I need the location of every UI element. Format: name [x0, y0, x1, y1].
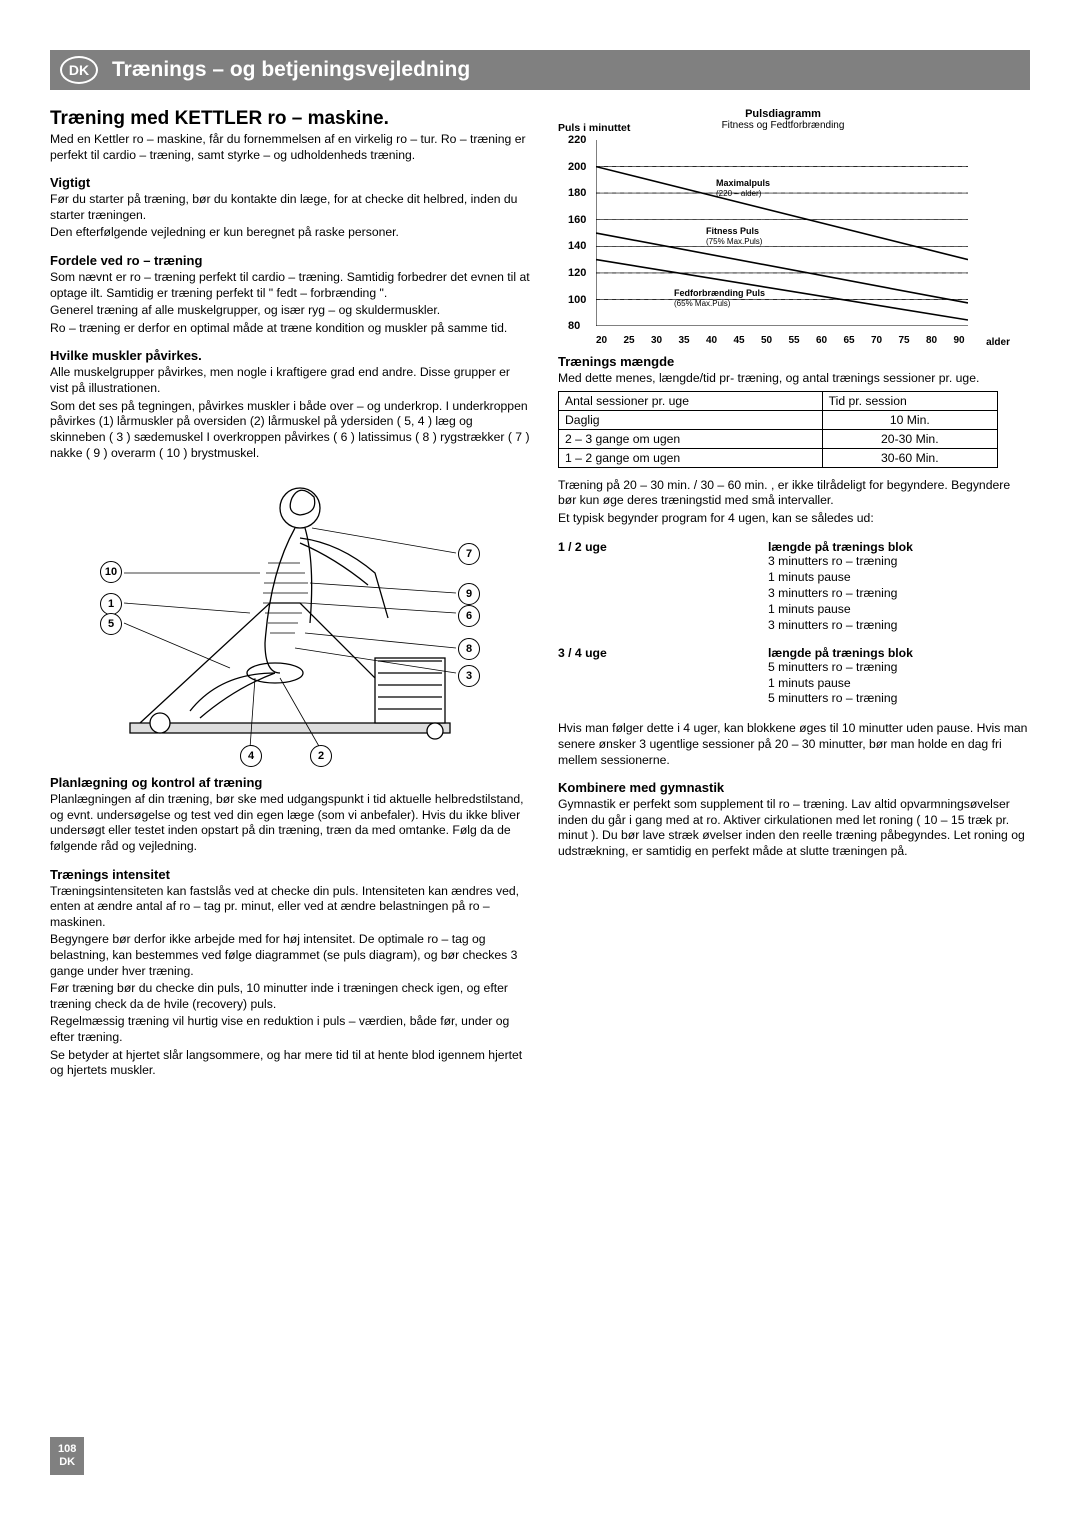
program-lines: 5 minutters ro – træning 1 minuts pause … [768, 660, 1030, 708]
muscle-label-4: 4 [240, 745, 262, 767]
header-bar: DK Trænings – og betjeningsvejledning [50, 50, 1030, 90]
chart-title: Pulsdiagramm [558, 108, 1008, 120]
x-tick: 20 [596, 335, 607, 346]
y-tick: 140 [568, 240, 586, 252]
muscle-label-6: 6 [458, 605, 480, 627]
x-tick: 25 [624, 335, 635, 346]
body-text: Regelmæssig træning vil hurtig vise en r… [50, 1014, 530, 1045]
x-tick: 35 [679, 335, 690, 346]
x-tick: 30 [651, 335, 662, 346]
y-tick: 160 [568, 214, 586, 226]
body-text: Begyngere bør derfor ikke arbejde med fo… [50, 932, 530, 979]
table-row: Antal sessioner pr. ugeTid pr. session [559, 391, 998, 410]
muscle-label-10: 10 [100, 561, 122, 583]
program-head: længde på trænings blok [768, 646, 913, 660]
table-header: Tid pr. session [822, 391, 997, 410]
gymnastics-heading: Kombinere med gymnastik [558, 780, 1030, 795]
x-tick: 55 [789, 335, 800, 346]
planning-heading: Planlægning og kontrol af træning [50, 775, 530, 790]
muscle-label-7: 7 [458, 543, 480, 565]
body-text: Træningsintensiteten kan fastslås ved at… [50, 884, 530, 931]
body-text: Alle muskelgrupper påvirkes, men nogle i… [50, 365, 530, 396]
main-heading: Træning med KETTLER ro – maskine. [50, 108, 530, 130]
table-cell: 10 Min. [822, 410, 997, 429]
benefits-heading: Fordele ved ro – træning [50, 253, 530, 268]
pulse-chart: Pulsdiagramm Fitness og Fedtforbrænding … [558, 108, 1008, 348]
x-axis-label: alder [986, 337, 1010, 348]
body-text: Med dette menes, længde/tid pr- træning,… [558, 371, 1030, 387]
body-text: Før du starter på træning, bør du kontak… [50, 192, 530, 223]
x-tick: 80 [926, 335, 937, 346]
table-cell: 20-30 Min. [822, 429, 997, 448]
body-text: Planlægningen af din træning, bør ske me… [50, 792, 530, 854]
body-text: Ro – træning er derfor en optimal måde a… [50, 321, 530, 337]
y-tick: 180 [568, 187, 586, 199]
table-header: Antal sessioner pr. uge [559, 391, 823, 410]
x-tick: 45 [734, 335, 745, 346]
table-row: Daglig10 Min. [559, 410, 998, 429]
y-tick: 120 [568, 267, 586, 279]
body-text: Som det ses på tegningen, påvirkes muskl… [50, 399, 530, 461]
body-text: Gymnastik er perfekt som supplement til … [558, 797, 1030, 859]
chart-svg [596, 140, 968, 326]
program-lines: 3 minutters ro – træning 1 minuts pause … [768, 554, 1030, 633]
muscle-label-3: 3 [458, 665, 480, 687]
rowing-figure-svg [100, 473, 480, 763]
body-text: Hvis man følger dette i 4 uger, kan blok… [558, 721, 1030, 768]
left-column: Træning med KETTLER ro – maskine. Med en… [50, 108, 530, 1081]
program-head: længde på trænings blok [768, 540, 913, 554]
sessions-table: Antal sessioner pr. ugeTid pr. session D… [558, 391, 998, 468]
intro-text: Med en Kettler ro – maskine, får du forn… [50, 132, 530, 163]
program-week12: 1 / 2 ugelængde på trænings blok 3 minut… [558, 540, 1030, 633]
x-tick: 60 [816, 335, 827, 346]
muscle-label-1: 1 [100, 593, 122, 615]
y-axis-label: Puls i minuttet [558, 122, 630, 134]
intensity-heading: Trænings intensitet [50, 867, 530, 882]
body-text: Træning på 20 – 30 min. / 30 – 60 min. ,… [558, 478, 1030, 509]
muscle-label-9: 9 [458, 583, 480, 605]
x-tick: 90 [954, 335, 965, 346]
page-number: 108 [58, 1443, 76, 1456]
x-tick: 50 [761, 335, 772, 346]
x-tick: 70 [871, 335, 882, 346]
x-tick: 65 [844, 335, 855, 346]
x-tick: 75 [899, 335, 910, 346]
y-tick: 200 [568, 161, 586, 173]
program-week34: 3 / 4 ugelængde på trænings blok 5 minut… [558, 646, 1030, 708]
y-tick: 220 [568, 134, 586, 146]
table-cell: 30-60 Min. [822, 448, 997, 467]
body-text: Som nævnt er ro – træning perfekt til ca… [50, 270, 530, 301]
table-row: 1 – 2 gange om ugen30-60 Min. [559, 448, 998, 467]
table-row: 2 – 3 gange om ugen20-30 Min. [559, 429, 998, 448]
important-heading: Vigtigt [50, 175, 530, 190]
table-cell: 1 – 2 gange om ugen [559, 448, 823, 467]
muscle-label-5: 5 [100, 613, 122, 635]
y-tick: 100 [568, 294, 586, 306]
body-text: Før træning bør du checke din puls, 10 m… [50, 981, 530, 1012]
muscle-label-2: 2 [310, 745, 332, 767]
muscles-heading: Hvilke muskler påvirkes. [50, 348, 530, 363]
chart-plot-area: Maximalpuls(220 – alder) Fitness Puls(75… [596, 140, 968, 326]
body-text: Den efterfølgende vejledning er kun bere… [50, 225, 530, 241]
training-amount-heading: Trænings mængde [558, 354, 1030, 369]
program-label: 3 / 4 uge [558, 646, 768, 660]
muscle-label-8: 8 [458, 638, 480, 660]
y-tick: 80 [568, 320, 580, 332]
right-column: Pulsdiagramm Fitness og Fedtforbrænding … [558, 108, 1030, 1081]
country-badge: DK [60, 56, 98, 84]
program-label: 1 / 2 uge [558, 540, 768, 554]
table-cell: Daglig [559, 410, 823, 429]
page-title: Trænings – og betjeningsvejledning [112, 58, 470, 82]
muscle-illustration: 10 1 5 7 9 6 8 3 4 2 [100, 473, 480, 763]
table-cell: 2 – 3 gange om ugen [559, 429, 823, 448]
x-tick: 40 [706, 335, 717, 346]
body-text: Generel træning af alle muskelgrupper, o… [50, 303, 530, 319]
body-text: Et typisk begynder program for 4 ugen, k… [558, 511, 1030, 527]
body-text: Se betyder at hjertet slår langsommere, … [50, 1048, 530, 1079]
page-number-badge: 108 DK [50, 1437, 84, 1475]
page-lang: DK [58, 1456, 76, 1469]
